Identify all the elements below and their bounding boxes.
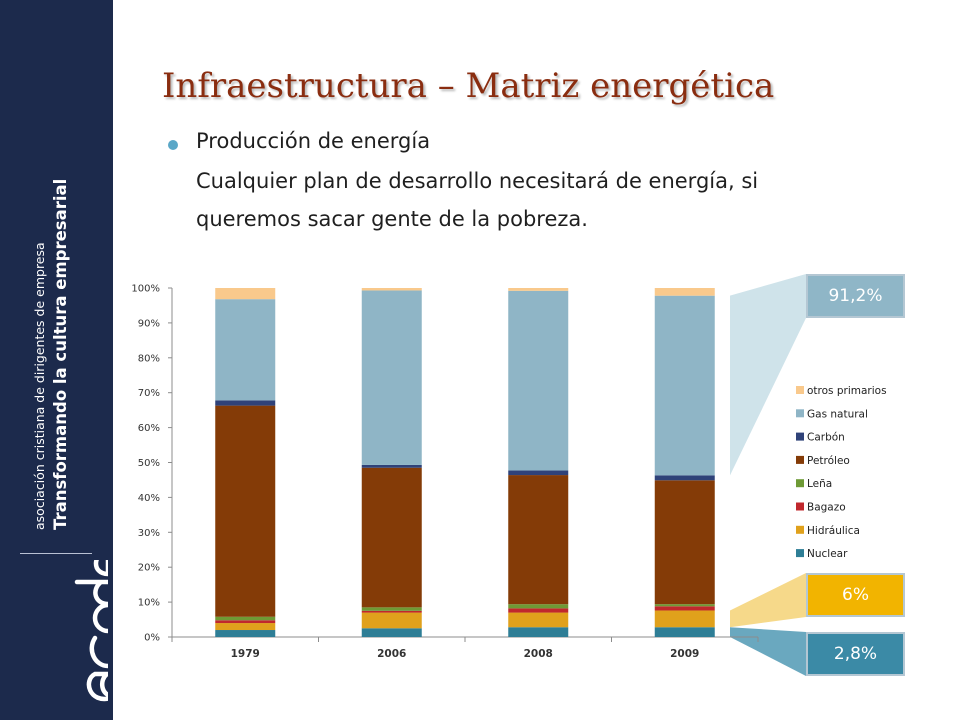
bar-segment (215, 616, 276, 621)
sidebar: asociación cristiana de dirigentes de em… (0, 0, 113, 720)
legend-swatch (796, 455, 804, 464)
bar-segment (215, 400, 276, 406)
bar-segment (215, 288, 276, 300)
y-tick-label: 30% (138, 528, 160, 539)
y-tick-label: 60% (138, 423, 160, 434)
callout-nuclear: 2,8% (806, 632, 905, 676)
bar-segment (361, 628, 422, 637)
bar-segment (361, 464, 422, 468)
y-tick-label: 50% (138, 458, 160, 469)
legend-swatch (796, 479, 804, 488)
y-tick-label: 100% (131, 284, 160, 295)
legend-swatch (796, 525, 804, 534)
bar-segment (508, 290, 569, 471)
bar-segment (508, 288, 569, 291)
callout-wedge-gas (730, 274, 806, 476)
legend-label: Leña (807, 478, 832, 490)
callout-wedge-hidraulica (730, 573, 806, 628)
sidebar-divider (20, 553, 92, 554)
bar-segment (654, 627, 715, 637)
callout-gas-natural: 91,2% (806, 274, 905, 318)
legend-swatch (796, 432, 804, 441)
slide-title: Infraestructura – Matriz energética (162, 66, 775, 106)
legend-label: Hidráulica (807, 525, 860, 537)
bullet-icon (168, 140, 178, 150)
x-tick-label: 2008 (524, 648, 553, 660)
x-tick-label: 2006 (377, 648, 406, 660)
bar-segment (654, 606, 715, 611)
bar-segment (508, 612, 569, 628)
legend-swatch (796, 549, 804, 558)
legend-swatch (796, 386, 804, 394)
x-tick-label: 2009 (670, 648, 699, 660)
bar-segment (508, 470, 569, 476)
y-tick-label: 10% (138, 598, 160, 609)
legend-label: Gas natural (807, 408, 868, 420)
bar-segment (508, 475, 569, 605)
legend-label: Carbón (807, 432, 845, 444)
bar-segment (215, 623, 276, 631)
legend-label: Nuclear (807, 548, 848, 560)
bar-segment (361, 610, 422, 613)
legend-label: Petróleo (807, 455, 850, 467)
legend-label: Bagazo (807, 502, 846, 514)
body-line-1: Cualquier plan de desarrollo necesitará … (196, 169, 759, 193)
acde-logo (74, 560, 108, 702)
y-tick-label: 70% (138, 388, 160, 399)
bar-segment (361, 607, 422, 611)
bar-segment (361, 467, 422, 608)
y-tick-label: 40% (138, 493, 160, 504)
y-tick-label: 90% (138, 318, 160, 329)
bar-segment (361, 290, 422, 465)
bar-segment (215, 405, 276, 617)
bar-segment (508, 608, 569, 613)
bar-segment (215, 630, 276, 637)
bar-segment (361, 288, 422, 291)
bar-segment (215, 620, 276, 624)
x-tick-label: 1979 (231, 648, 260, 660)
y-tick-label: 80% (138, 353, 160, 364)
y-tick-label: 20% (138, 563, 160, 574)
callout-hidraulica: 6% (806, 573, 905, 617)
bar-segment (654, 295, 715, 476)
bar-segment (654, 604, 715, 607)
bar-segment (215, 299, 276, 401)
legend-swatch (796, 502, 804, 511)
bar-segment (654, 288, 715, 296)
bar-segment (654, 610, 715, 628)
bar-segment (508, 627, 569, 637)
bar-segment (361, 612, 422, 629)
bar-segment (508, 604, 569, 609)
body-line-2: queremos sacar gente de la pobreza. (196, 207, 588, 231)
legend-label: otros primarios (807, 385, 887, 397)
bar-segment (654, 475, 715, 481)
legend-swatch (796, 409, 804, 418)
callout-wedge-nuclear (730, 627, 806, 676)
bullet-heading: Producción de energía (196, 129, 431, 153)
y-tick-label: 0% (144, 633, 160, 644)
bar-segment (654, 480, 715, 605)
